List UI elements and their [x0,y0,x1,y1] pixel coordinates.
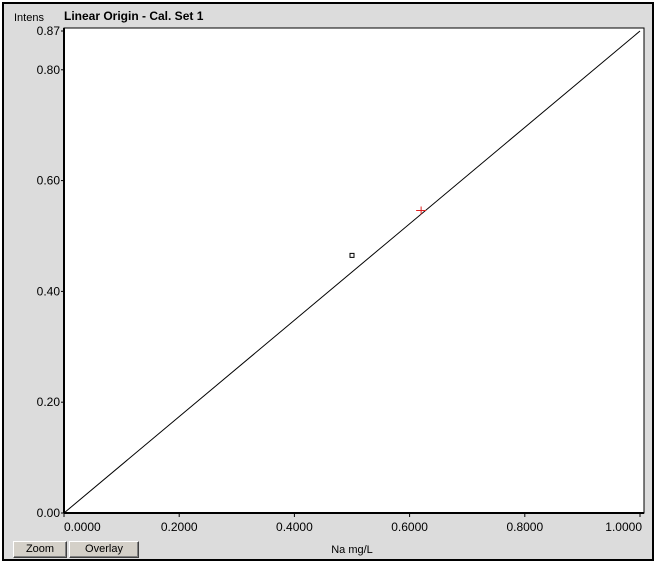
x-tick-label: 0.2000 [161,520,198,534]
x-tick-label: 0.6000 [391,520,428,534]
zoom-button[interactable]: Zoom [13,541,67,558]
x-tick-label: 0.8000 [506,520,543,534]
overlay-button[interactable]: Overlay [69,541,139,558]
x-axis-title: Na mg/L [331,544,373,556]
x-tick-label: 0.0000 [64,520,101,534]
sample-point-cross [416,206,427,215]
y-tick-label: 0.00 [37,506,61,520]
y-tick-label: 0.60 [37,174,61,188]
x-tick-label: 0.4000 [276,520,313,534]
x-tick-label: 1.0000 [605,520,642,534]
y-tick-label: 0.80 [37,63,61,77]
calibration-fit-line [63,30,641,514]
y-tick-label: 0.40 [37,284,61,298]
chart-title: Linear Origin - Cal. Set 1 [64,9,204,23]
y-tick-label: 0.20 [37,395,61,409]
y-axis-title: Intens [14,12,44,24]
standard-point-square [349,252,355,258]
y-tick-label: 0.87 [37,24,61,38]
